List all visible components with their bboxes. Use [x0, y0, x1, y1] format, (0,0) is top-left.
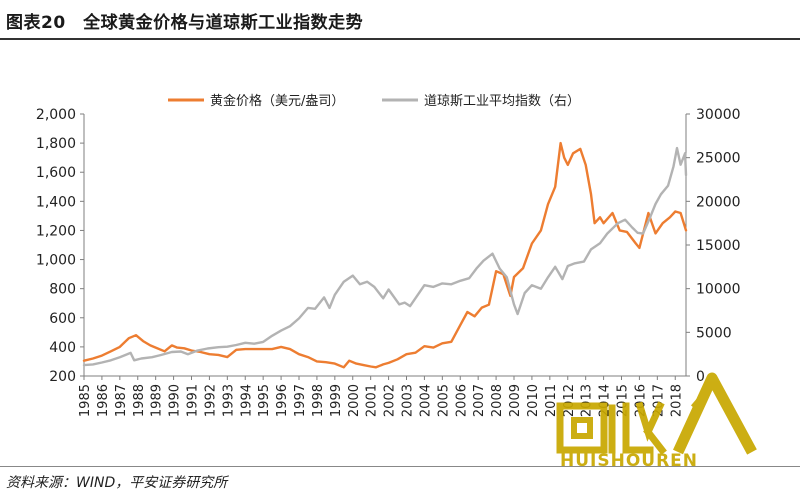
left-tick-label: 1,200: [36, 223, 76, 239]
right-tick-label: 25000: [696, 151, 741, 167]
right-tick-label: 5000: [696, 325, 732, 341]
watermark-box-outer: [556, 402, 608, 454]
title-divider: [0, 38, 800, 40]
dow-legend-label: 道琼斯工业平均指数（右）: [424, 94, 580, 109]
right-tick-label: 30000: [696, 107, 741, 123]
x-tick-label: 1996: [275, 384, 290, 417]
left-tick-label: 1,000: [36, 253, 76, 269]
watermark-person-glyph: [673, 372, 757, 455]
x-tick-label: 2011: [544, 384, 559, 417]
left-tick-label: 400: [49, 340, 76, 356]
watermark-box-inner: [571, 417, 593, 439]
x-tick-label: 2006: [454, 384, 469, 417]
x-tick-label: 1989: [150, 384, 165, 417]
watermark-person-stroke: [690, 391, 710, 411]
x-tick-label: 2001: [365, 384, 380, 417]
watermark-brand-text: HUISHOUREN: [560, 451, 698, 466]
right-tick-label: 10000: [696, 282, 741, 298]
x-tick-label: 1993: [221, 384, 236, 417]
x-tick-label: 1987: [114, 384, 129, 417]
x-tick-label: 1990: [168, 384, 183, 417]
x-tick-label: 2005: [436, 384, 451, 417]
x-tick-label: 2009: [508, 384, 523, 417]
left-tick-label: 200: [49, 369, 76, 385]
chart-legend: 黄金价格（美元/盎司） 道琼斯工业平均指数（右）: [168, 93, 580, 109]
left-tick-label: 800: [49, 282, 76, 298]
source-note: 资料来源：WIND，平安证券研究所: [6, 475, 228, 491]
left-tick-label: 600: [49, 311, 76, 327]
x-tick-label: 1985: [78, 384, 93, 417]
footer-divider: [0, 466, 800, 467]
right-tick-label: 0: [696, 369, 705, 385]
x-tick-label: 2018: [669, 384, 684, 417]
x-tick-label: 2004: [418, 384, 433, 417]
watermark-logo: HUISHOUREN: [556, 372, 757, 466]
gold-legend-label: 黄金价格（美元/盎司）: [210, 93, 344, 109]
x-tick-label: 2003: [401, 384, 416, 417]
x-tick-label: 2013: [580, 384, 595, 417]
x-tick-label: 2000: [347, 384, 362, 417]
figure-title: 图表20 全球黄金价格与道琼斯工业指数走势: [6, 13, 364, 33]
x-tick-label: 2002: [383, 384, 398, 417]
line-chart: 黄金价格（美元/盎司） 道琼斯工业平均指数（右） 200 400 600 800 1,00…: [36, 93, 757, 466]
dow-jones-line: [82, 146, 688, 367]
x-tick-label: 1992: [203, 384, 218, 417]
left-tick-label: 1,400: [36, 194, 76, 210]
x-tick-label: 1988: [132, 384, 147, 417]
x-tick-label: 2016: [633, 384, 648, 417]
x-tick-label: 1994: [239, 384, 254, 417]
x-tick-label: 1991: [186, 384, 201, 417]
gold-price-line: [82, 141, 688, 369]
chart-ticks: 200 400 600 800 1,000 1,200 1,400 1,600 1,800 2,0…: [36, 107, 741, 417]
x-tick-label: 2007: [472, 384, 487, 417]
x-tick-label: 2008: [490, 384, 505, 417]
x-tick-label: 1986: [96, 384, 111, 417]
figure-header: 图表20 全球黄金价格与道琼斯工业指数走势: [0, 0, 800, 38]
x-tick-label: 1995: [257, 384, 272, 417]
x-tick-label: 2010: [526, 384, 541, 417]
x-tick-label: 1997: [293, 384, 308, 417]
left-tick-label: 1,800: [36, 136, 76, 152]
watermark-shou-glyph: [608, 401, 667, 455]
x-tick-label: 1999: [329, 384, 344, 417]
left-tick-label: 2,000: [36, 107, 76, 123]
left-tick-label: 1,600: [36, 165, 76, 181]
x-tick-label: 2012: [562, 384, 577, 417]
x-tick-label: 1998: [311, 384, 326, 417]
right-tick-label: 15000: [696, 238, 741, 254]
chart-series: [82, 141, 688, 369]
right-tick-label: 20000: [696, 194, 741, 210]
